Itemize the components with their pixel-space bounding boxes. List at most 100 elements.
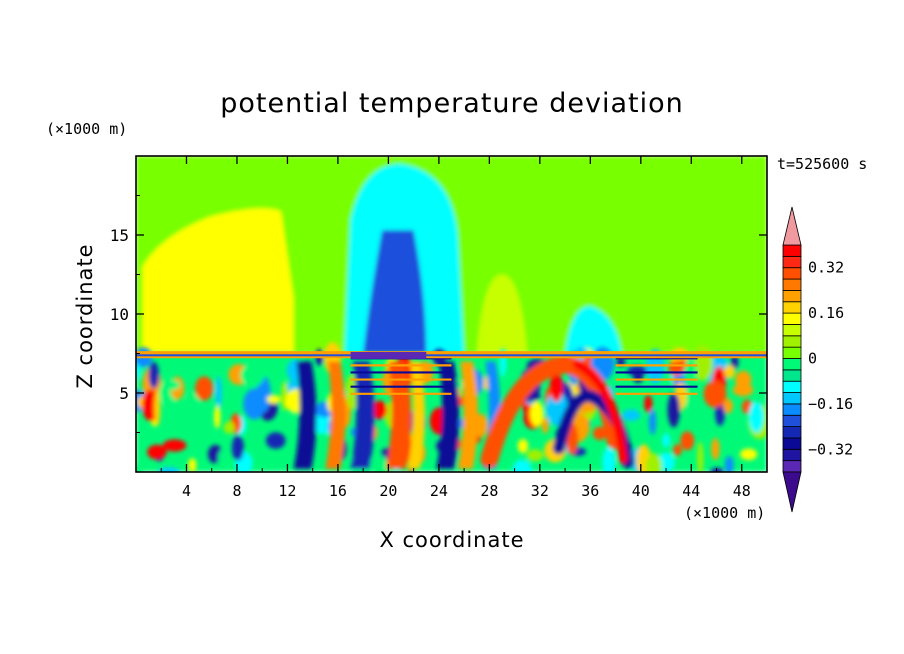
y-unit-label: (×1000 m)	[46, 120, 127, 138]
colorbar-swatch	[782, 346, 802, 359]
colorbar-swatch	[782, 289, 802, 303]
interface-cap	[350, 351, 427, 359]
colorbar-swatch	[782, 448, 802, 462]
field-blob	[592, 426, 607, 441]
colorbar-tick-label: 0.16	[808, 304, 844, 322]
colorbar-swatch	[782, 380, 802, 393]
field-blob	[223, 421, 235, 434]
field-blob	[711, 438, 720, 460]
wave-band	[385, 361, 412, 469]
colorbar-swatch	[782, 278, 802, 291]
x-tick-label: 32	[531, 482, 549, 500]
field-blob	[218, 450, 225, 467]
colorbar-swatch	[782, 460, 802, 473]
chart-title: potential temperature deviation	[220, 88, 683, 119]
x-tick-label: 36	[581, 482, 599, 500]
field-blob	[162, 439, 187, 452]
x-tick-label: 24	[430, 482, 448, 500]
field-blob	[526, 449, 544, 462]
wave-band	[457, 361, 479, 469]
field-blob	[724, 456, 734, 472]
colorbar-swatch	[782, 244, 802, 257]
field-blob	[265, 432, 286, 449]
colorbar-swatch	[782, 255, 802, 269]
x-tick-label: 44	[682, 482, 700, 500]
colorbar-swatch	[782, 414, 802, 428]
y-tick-label: 10	[110, 305, 129, 324]
field-blob	[161, 379, 181, 391]
field-blob	[371, 400, 388, 420]
colorbar-swatch	[782, 267, 802, 280]
field-blob	[158, 467, 180, 472]
colorbar-max-arrow	[782, 206, 802, 246]
region-upper-right-yellow	[476, 274, 528, 354]
field-blob	[147, 444, 167, 460]
field-blob	[662, 433, 671, 448]
field-blob	[374, 455, 389, 472]
field-blob	[645, 453, 662, 472]
field-blob	[667, 392, 680, 428]
x-tick-label: 4	[182, 482, 191, 500]
field-blob	[680, 431, 695, 451]
x-unit-label: (×1000 m)	[684, 504, 765, 522]
field-blob	[732, 383, 754, 397]
field-blob	[649, 408, 657, 435]
x-tick-label: 8	[232, 482, 241, 500]
field-blob	[512, 459, 532, 472]
field-blob	[154, 391, 161, 426]
field-blob	[621, 409, 641, 421]
field-blob	[657, 452, 675, 472]
field-blob	[214, 405, 221, 429]
wave-band	[350, 361, 375, 469]
field-blob	[136, 464, 143, 472]
field-blob	[710, 467, 724, 472]
wave-band	[293, 361, 317, 469]
x-tick-label: 48	[733, 482, 751, 500]
contour-field	[136, 156, 767, 472]
field-blob	[517, 438, 529, 454]
field-blob	[549, 372, 563, 402]
field-blob	[195, 376, 214, 401]
x-tick-label: 20	[379, 482, 397, 500]
colorbar-tick-label: −0.16	[808, 395, 853, 413]
colorbar-swatch	[782, 369, 802, 382]
field-blob	[602, 447, 616, 472]
field-blob	[240, 363, 265, 387]
field-blob	[724, 364, 736, 379]
colorbar-swatch	[782, 335, 802, 348]
field-blob	[723, 398, 733, 414]
field-blob	[697, 441, 704, 472]
colorbar-swatch	[782, 358, 802, 371]
colorbar-swatch	[782, 301, 802, 314]
field-blob	[739, 448, 758, 461]
y-tick-label: 5	[119, 384, 129, 403]
colorbar-swatch	[782, 437, 802, 450]
field-blob	[541, 417, 549, 434]
field-blob	[644, 395, 653, 413]
field-blob	[188, 458, 197, 472]
region-pink-arc	[573, 360, 628, 464]
wave-band	[407, 361, 425, 469]
field-blob	[703, 380, 727, 408]
field-blob	[215, 376, 222, 410]
x-tick-label: 40	[632, 482, 650, 500]
wave-band	[325, 361, 346, 469]
x-axis-label: X coordinate	[379, 528, 524, 552]
region-upper-blue-column	[363, 230, 427, 354]
field-blob	[673, 444, 682, 456]
y-tick-label: 15	[110, 226, 129, 245]
field-blob	[148, 361, 160, 389]
colorbar-swatch	[782, 426, 802, 439]
y-axis-label: Z coordinate	[73, 243, 97, 388]
time-label: t=525600 s	[777, 155, 867, 173]
colorbar-tick-label: −0.32	[808, 440, 853, 458]
colorbar-swatch	[782, 403, 802, 416]
interface-line	[136, 354, 767, 357]
field-blob	[231, 435, 244, 461]
colorbar-swatch	[782, 392, 802, 405]
region-right-cyan-patch	[565, 306, 622, 354]
x-tick-label: 16	[329, 482, 347, 500]
region-upper-left-yellow	[142, 208, 294, 352]
